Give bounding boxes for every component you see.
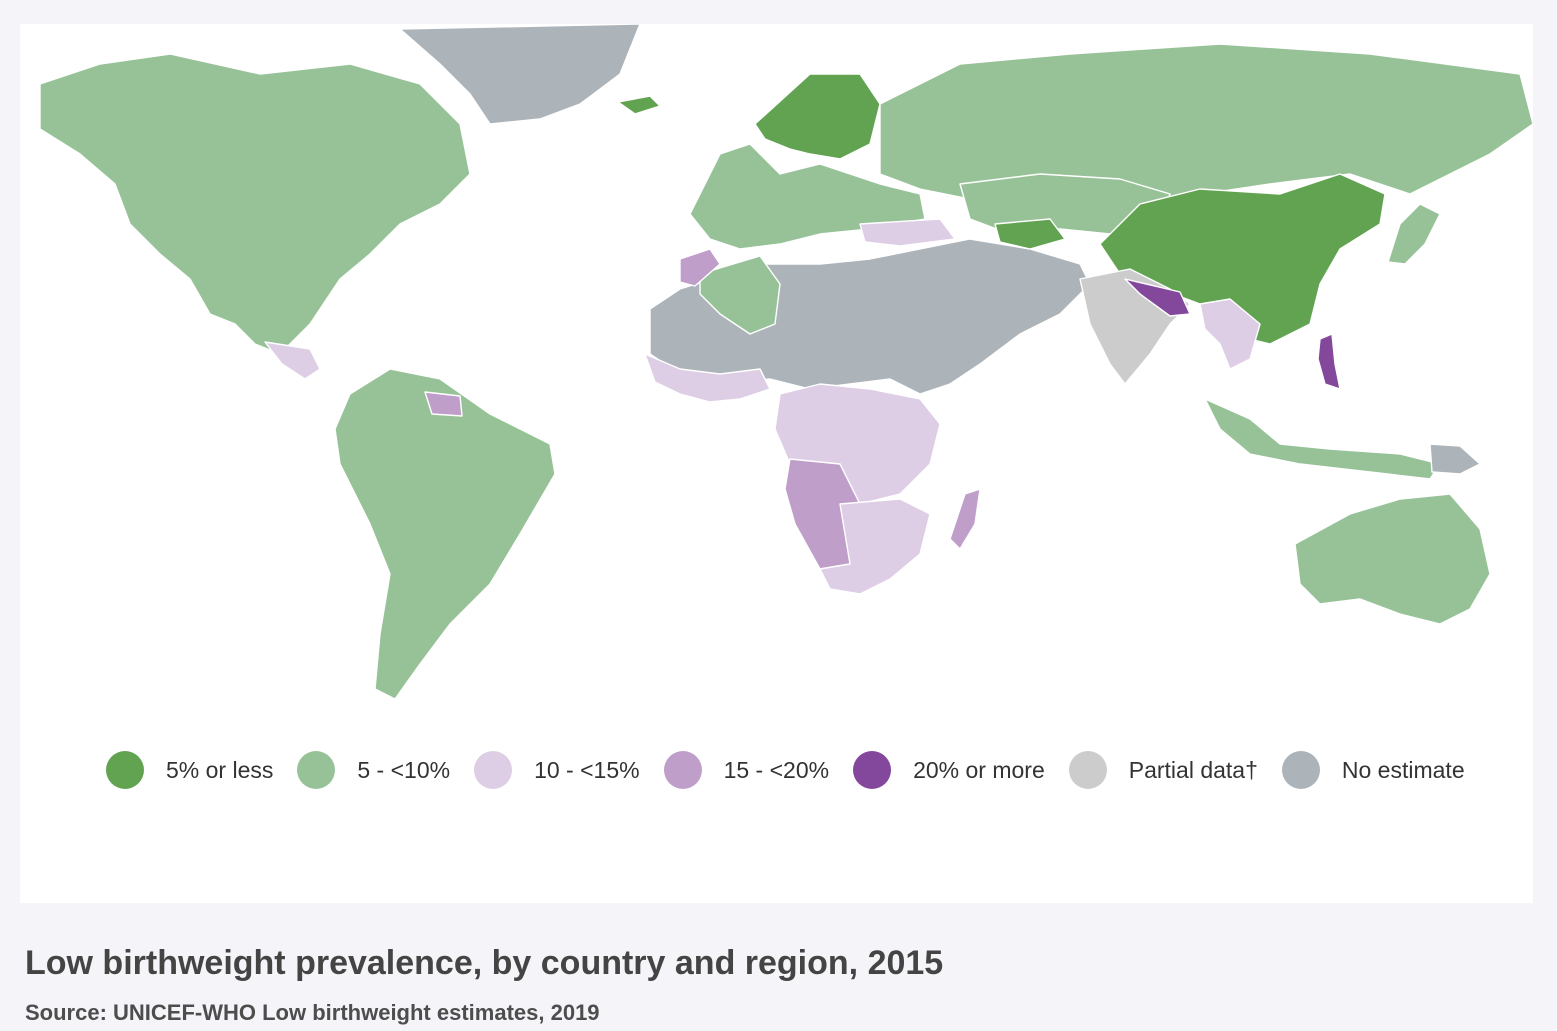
legend-label: No estimate — [1341, 756, 1465, 783]
legend-item[interactable]: 15 - <20% — [663, 751, 830, 789]
legend-swatch — [297, 751, 336, 789]
region-japan[interactable] — [1387, 203, 1441, 265]
region-morocco[interactable] — [679, 248, 721, 287]
region-turkmenistan[interactable] — [994, 218, 1066, 250]
region-southern-africa[interactable] — [819, 498, 931, 595]
legend-item[interactable]: 20% or more — [853, 751, 1045, 789]
region-nepal-bangladesh[interactable] — [1124, 278, 1191, 317]
legend-swatch — [1068, 751, 1107, 789]
region-madagascar[interactable] — [949, 488, 981, 550]
region-australia[interactable] — [1294, 493, 1491, 625]
legend-label: 5% or less — [166, 756, 274, 783]
map-panel: 5% or less 5 - <10% 10 - <15% 15 - <20% 20% … — [20, 24, 1533, 903]
legend-label: 10 - <15% — [534, 756, 640, 783]
region-central-america[interactable] — [264, 341, 321, 380]
legend-label: 5 - <10% — [357, 756, 451, 783]
region-iceland[interactable] — [617, 95, 661, 115]
region-papua-new-guinea[interactable] — [1429, 443, 1481, 475]
legend-label: 20% or more — [913, 756, 1045, 783]
legend-item[interactable]: 10 - <15% — [474, 751, 640, 789]
map-source: Source: UNICEF-WHO Low birthweight estim… — [25, 1000, 600, 1025]
legend-label: 15 - <20% — [723, 756, 830, 783]
legend-label: Partial data† — [1128, 756, 1258, 783]
region-guyana-suriname[interactable] — [424, 391, 463, 417]
region-scandinavia[interactable] — [754, 73, 881, 160]
legend-swatch — [663, 751, 702, 789]
map-title: Low birthweight prevalence, by country a… — [25, 944, 944, 982]
region-west-africa-coast[interactable] — [644, 353, 771, 403]
region-southeast-asia[interactable] — [1199, 298, 1261, 370]
legend-swatch — [474, 751, 513, 789]
region-philippines[interactable] — [1317, 333, 1341, 390]
legend-item[interactable]: 5% or less — [106, 751, 273, 789]
world-map — [39, 24, 1533, 700]
legend: 5% or less 5 - <10% 10 - <15% 15 - <20% 20% … — [106, 751, 1489, 789]
legend-item[interactable]: 5 - <10% — [297, 751, 450, 789]
region-russia[interactable] — [879, 43, 1533, 200]
legend-swatch — [106, 751, 144, 789]
region-north-america[interactable] — [39, 53, 471, 355]
region-greenland[interactable] — [399, 24, 641, 125]
region-western-europe[interactable] — [689, 143, 926, 250]
legend-swatch — [853, 751, 892, 789]
legend-item[interactable]: No estimate — [1281, 751, 1465, 789]
region-algeria[interactable] — [699, 255, 781, 335]
legend-item[interactable]: Partial data† — [1068, 751, 1258, 789]
region-indonesia[interactable] — [1204, 398, 1441, 480]
legend-swatch — [1281, 751, 1320, 789]
region-turkey[interactable] — [859, 218, 956, 247]
region-south-america[interactable] — [334, 368, 556, 700]
